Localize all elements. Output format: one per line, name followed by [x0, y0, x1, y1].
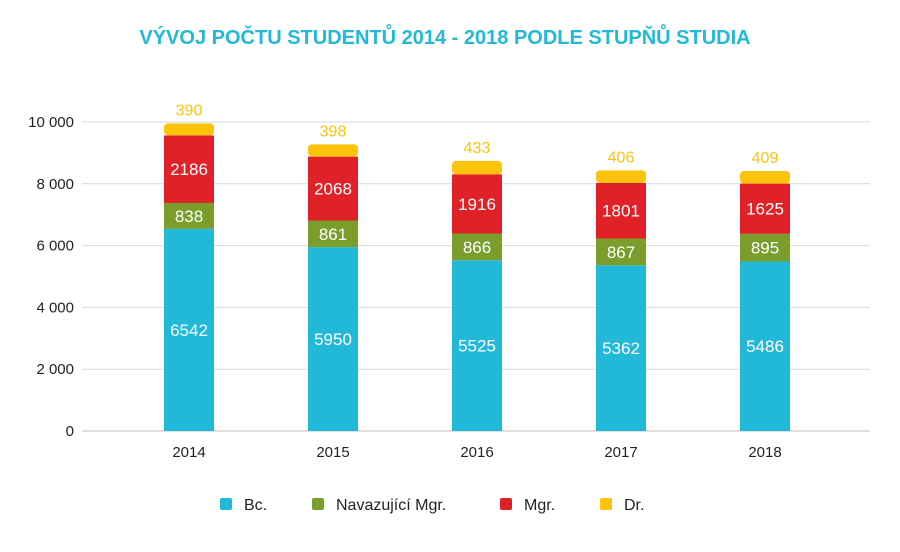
- bar-segment: [452, 160, 502, 175]
- bar-value-label: 895: [751, 239, 779, 258]
- y-tick-label: 0: [66, 423, 74, 440]
- bar-segment: [452, 233, 502, 261]
- legend-swatch: [500, 498, 512, 510]
- bar-segment: [308, 156, 358, 221]
- legend-label: Navazující Mgr.: [336, 497, 446, 514]
- bar-segment: [164, 135, 214, 203]
- bar-value-label: 838: [175, 207, 203, 226]
- bar-segment: [740, 183, 790, 234]
- bar-segment: [596, 182, 646, 239]
- legend-swatch: [312, 498, 324, 510]
- chart-title: VÝVOJ POČTU STUDENTŮ 2014 - 2018 PODLE S…: [139, 23, 750, 49]
- x-axis-ticks: 2014 2015 2016 2017 2018: [172, 444, 781, 461]
- bar-value-label: 398: [320, 123, 347, 140]
- bar-value-label: 406: [608, 149, 635, 166]
- legend-label: Bc.: [244, 497, 267, 514]
- legend: Bc. Navazující Mgr. Mgr. Dr.: [220, 497, 644, 514]
- bar-value-label: 433: [464, 140, 491, 157]
- bar-segment: [596, 238, 646, 266]
- bar-segment: [740, 233, 790, 262]
- bar-segment: [164, 123, 214, 136]
- x-tick-label: 2016: [460, 444, 493, 461]
- bar-value-label: 866: [463, 238, 491, 257]
- bar-segment: [452, 260, 502, 431]
- x-tick-label: 2018: [748, 444, 781, 461]
- bar-segment: [452, 174, 502, 234]
- x-tick-label: 2017: [604, 444, 637, 461]
- bar-segment: [308, 144, 358, 157]
- y-tick-label: 4 000: [36, 299, 74, 316]
- bar-value-label: 5486: [746, 337, 784, 356]
- bar-value-label: 6542: [170, 321, 208, 340]
- y-axis-ticks: 0 2 000 4 000 6 000 8 000 10 000: [28, 114, 74, 440]
- bar-value-label: 1801: [602, 202, 640, 221]
- bar-segment: [740, 261, 790, 431]
- y-tick-label: 10 000: [28, 114, 74, 131]
- y-tick-label: 8 000: [36, 176, 74, 193]
- bar-value-label: 2186: [170, 160, 208, 179]
- y-tick-label: 2 000: [36, 361, 74, 378]
- bar-segment: [164, 202, 214, 229]
- bars: 6542 838 2186 390 5950 861 2068 398 5525 866 1916 4…: [164, 102, 790, 431]
- bar-value-label: 1916: [458, 195, 496, 214]
- bar-value-label: 390: [176, 102, 203, 119]
- bar-value-label: 5362: [602, 339, 640, 358]
- bar-value-label: 5525: [458, 337, 496, 356]
- bar-segment: [164, 228, 214, 431]
- legend-swatch: [600, 498, 612, 510]
- bar-segment: [740, 170, 790, 184]
- bar-segment: [308, 247, 358, 431]
- bar-segment: [596, 170, 646, 183]
- x-tick-label: 2014: [172, 444, 205, 461]
- legend-label: Mgr.: [524, 497, 555, 514]
- bar-value-label: 861: [319, 225, 347, 244]
- legend-swatch: [220, 498, 232, 510]
- bar-segment: [308, 220, 358, 248]
- x-tick-label: 2015: [316, 444, 349, 461]
- y-tick-label: 6 000: [36, 238, 74, 255]
- bar-value-label: 867: [607, 243, 635, 262]
- legend-label: Dr.: [624, 497, 644, 514]
- bar-value-label: 2068: [314, 180, 352, 199]
- bar-value-label: 409: [752, 150, 779, 167]
- bar-value-label: 5950: [314, 330, 352, 349]
- bar-value-label: 1625: [746, 200, 784, 219]
- bar-segment: [596, 265, 646, 431]
